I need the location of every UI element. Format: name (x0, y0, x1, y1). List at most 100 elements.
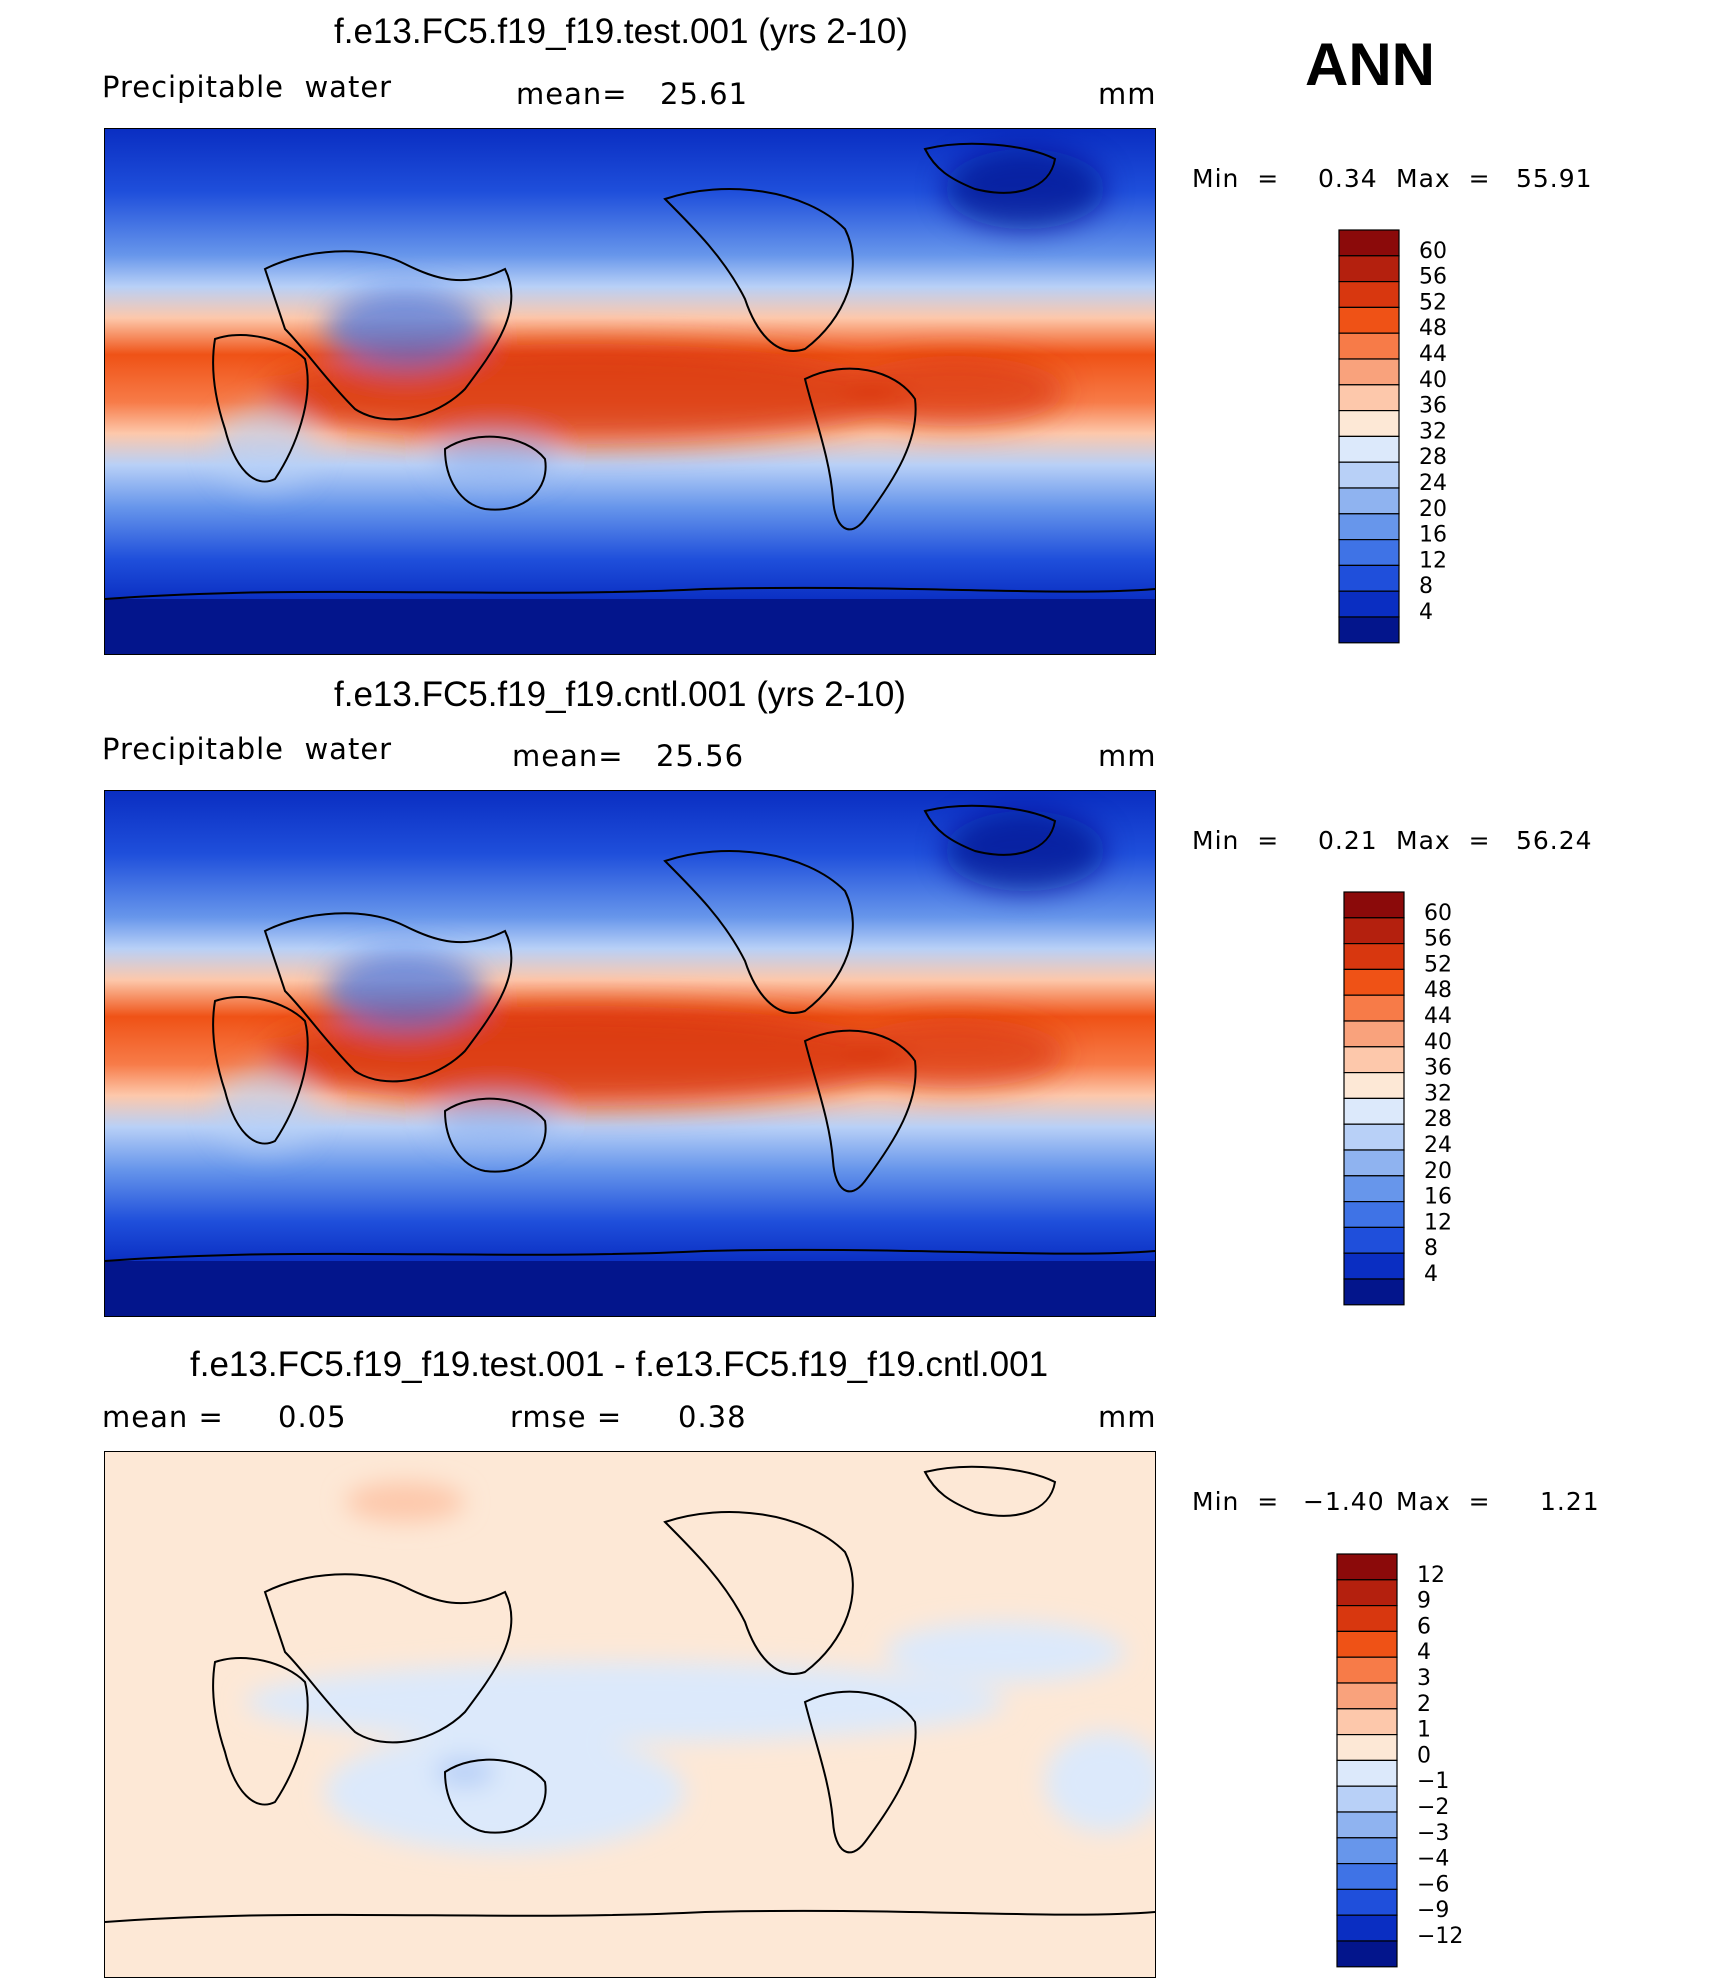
panel-3-max-label: Max = (1396, 1487, 1491, 1516)
colorbar-tick-label: 32 (1424, 1081, 1452, 1106)
colorbar-tick-label: 9 (1417, 1589, 1431, 1614)
colorbar-tick-label: −4 (1417, 1847, 1449, 1872)
colorbar-box (1336, 1811, 1398, 1839)
colorbar-tick-label: 28 (1419, 445, 1447, 470)
colorbar-tick-label: 36 (1419, 394, 1447, 419)
colorbar-tick-label: 60 (1424, 901, 1452, 926)
colorbar-box (1336, 1759, 1398, 1787)
colorbar-box (1343, 1201, 1405, 1229)
panel-3-units: mm (1098, 1400, 1157, 1434)
colorbar-tick-label: −9 (1417, 1898, 1449, 1923)
panel-3-max-value: 1.21 (1540, 1487, 1600, 1516)
colorbar-box (1343, 942, 1405, 970)
panel-2-title: f.e13.FC5.f19_f19.cntl.001 (yrs 2-10) (334, 675, 906, 714)
colorbar-box (1338, 255, 1400, 283)
colorbar-box (1338, 229, 1400, 257)
colorbar-box (1343, 1123, 1405, 1151)
colorbar-tick-label: −3 (1417, 1821, 1449, 1846)
colorbar-box (1336, 1579, 1398, 1607)
colorbar-tick-label: 8 (1419, 574, 1433, 599)
colorbar-box (1338, 384, 1400, 412)
colorbar-box (1336, 1656, 1398, 1684)
colorbar-box (1336, 1708, 1398, 1736)
colorbar-tick-label: 56 (1419, 265, 1447, 290)
colorbar-box (1336, 1940, 1398, 1968)
colorbar-box (1343, 1278, 1405, 1306)
colorbar-tick-label: 48 (1424, 978, 1452, 1003)
colorbar-tick-label: 12 (1417, 1563, 1445, 1588)
colorbar-box (1338, 564, 1400, 592)
colorbar-box (1343, 968, 1405, 996)
panel-3-mean-label: mean = (102, 1400, 224, 1434)
colorbar-box (1343, 1149, 1405, 1177)
colorbar-box (1338, 306, 1400, 334)
panel-3-min-value: −1.40 (1303, 1487, 1385, 1516)
colorbar-tick-label: 8 (1424, 1236, 1438, 1261)
colorbar-box (1343, 1226, 1405, 1254)
colorbar-tick-label: 48 (1419, 316, 1447, 341)
panel-1-min-value: 0.34 (1318, 164, 1378, 193)
colorbar-tick-label: 32 (1419, 419, 1447, 444)
colorbar-box (1336, 1553, 1398, 1581)
colorbar-tick-label: 12 (1419, 548, 1447, 573)
panel-2-mean-label: mean= (512, 739, 624, 773)
colorbar-box (1343, 1020, 1405, 1048)
colorbar-tick-label: −2 (1417, 1795, 1449, 1820)
colorbar-tick-label: 24 (1419, 471, 1447, 496)
colorbar-box (1336, 1914, 1398, 1942)
colorbar-tick-label: 44 (1424, 1004, 1452, 1029)
panel-2-units: mm (1098, 739, 1157, 773)
colorbar-box (1336, 1630, 1398, 1658)
colorbar-box (1343, 1175, 1405, 1203)
panel-1-max-label: Max = (1396, 164, 1491, 193)
colorbar-tick-label: 24 (1424, 1133, 1452, 1158)
panel-1-units: mm (1098, 77, 1157, 111)
panel-3-map (104, 1451, 1156, 1978)
colorbar-tick-label: 44 (1419, 342, 1447, 367)
colorbar-tick-label: 4 (1424, 1262, 1438, 1287)
panel-1-title: f.e13.FC5.f19_f19.test.001 (yrs 2-10) (334, 12, 908, 51)
colorbar-tick-label: 4 (1417, 1640, 1431, 1665)
panel-2-variable: Precipitable water (102, 732, 393, 766)
colorbar-tick-label: 4 (1419, 600, 1433, 625)
colorbar-box (1336, 1837, 1398, 1865)
panel-1-variable: Precipitable water (102, 70, 393, 104)
panel-3-min-label: Min = (1192, 1487, 1280, 1516)
colorbar-tick-label: 16 (1424, 1185, 1452, 1210)
colorbar-tick-label: 2 (1417, 1692, 1431, 1717)
panel-1-map (104, 128, 1156, 655)
panel-3-mean-value: 0.05 (278, 1400, 347, 1434)
colorbar-tick-label: −12 (1417, 1924, 1463, 1949)
colorbar-box (1343, 917, 1405, 945)
colorbar-box (1336, 1682, 1398, 1710)
colorbar-box (1338, 410, 1400, 438)
colorbar-box (1338, 487, 1400, 515)
colorbar-box (1336, 1785, 1398, 1813)
colorbar-tick-label: −6 (1417, 1872, 1449, 1897)
panel-2-max-value: 56.24 (1516, 826, 1593, 855)
season-label: ANN (1305, 31, 1435, 98)
panel-2-map (104, 790, 1156, 1317)
colorbar-tick-label: −1 (1417, 1769, 1449, 1794)
colorbar-box (1343, 994, 1405, 1022)
colorbar-box (1338, 616, 1400, 644)
panel-1-mean-value: 25.61 (660, 77, 749, 111)
colorbar-box (1338, 332, 1400, 360)
colorbar-tick-label: 40 (1424, 1030, 1452, 1055)
colorbar-box (1338, 590, 1400, 618)
colorbar-tick-label: 28 (1424, 1107, 1452, 1132)
colorbar-tick-label: 20 (1419, 497, 1447, 522)
colorbar-box (1338, 280, 1400, 308)
colorbar-tick-label: 40 (1419, 368, 1447, 393)
panel-3-rmse-label: rmse = (510, 1400, 623, 1434)
colorbar-box (1338, 461, 1400, 489)
colorbar-box (1336, 1734, 1398, 1762)
colorbar-box (1338, 513, 1400, 541)
colorbar-tick-label: 20 (1424, 1159, 1452, 1184)
panel-1-mean-label: mean= (516, 77, 628, 111)
colorbar-tick-label: 0 (1417, 1743, 1431, 1768)
colorbar-tick-label: 3 (1417, 1666, 1431, 1691)
